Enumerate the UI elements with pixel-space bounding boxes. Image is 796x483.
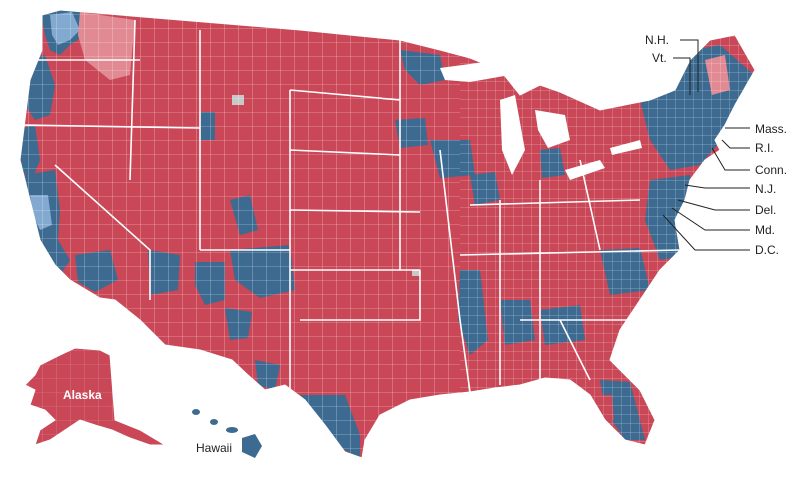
label-vt: Vt. <box>652 51 667 65</box>
label-conn: Conn. <box>755 163 787 177</box>
lake-erie <box>565 160 605 180</box>
label-ri: R.I. <box>755 141 774 155</box>
label-nj: N.J. <box>755 182 776 196</box>
alaska-inset: Alaska <box>24 347 167 446</box>
label-mass: Mass. <box>755 122 787 136</box>
great-lakes <box>440 60 642 180</box>
label-dc: D.C. <box>755 243 779 257</box>
hawaii-oahu <box>210 419 218 425</box>
alaska-label: Alaska <box>63 388 102 402</box>
hawaii-big-island <box>242 434 262 458</box>
label-nh: N.H. <box>645 33 669 47</box>
hawaii-maui <box>226 427 238 433</box>
label-del: Del. <box>755 203 776 217</box>
hawaii-inset: Hawaii <box>192 409 262 458</box>
alaska-districts <box>25 348 115 445</box>
lake-ontario <box>610 140 642 155</box>
state-borders <box>20 19 681 400</box>
lake-superior <box>440 60 510 82</box>
hawaii-kauai <box>192 409 200 415</box>
us-coastline <box>19 9 756 459</box>
lake-huron <box>535 110 570 148</box>
hawaii-label: Hawaii <box>196 441 232 455</box>
label-md: Md. <box>755 223 775 237</box>
state-callouts: N.H. Vt. Mass. R.I. Conn. N.J. Del. Md. … <box>645 33 787 257</box>
lake-michigan <box>500 95 525 175</box>
